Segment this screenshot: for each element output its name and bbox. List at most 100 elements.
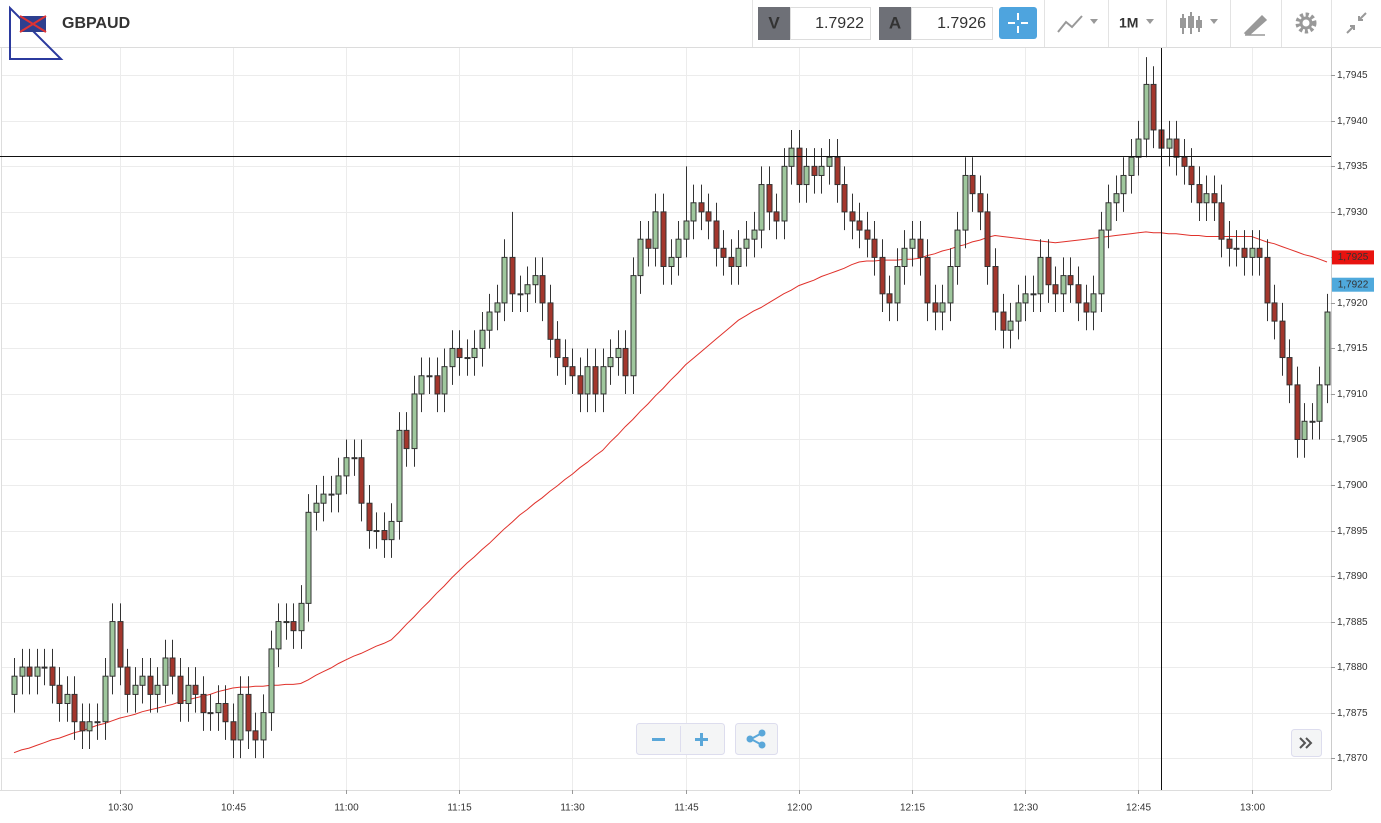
candle-body <box>811 165 818 176</box>
y-tick-label: 1,7945 <box>1337 70 1368 81</box>
candle-body <box>418 375 425 395</box>
candle-body <box>411 393 418 450</box>
zoom-in[interactable] <box>695 733 708 746</box>
x-tick-label: 11:30 <box>560 803 585 814</box>
candle-body <box>743 238 750 249</box>
y-tick-label: 1,7875 <box>1337 708 1368 719</box>
candle-body <box>343 457 350 477</box>
candle-body <box>826 156 833 167</box>
candle-body <box>494 302 501 313</box>
x-tick-label: 10:30 <box>108 803 133 814</box>
flag-cross <box>19 15 47 33</box>
candle-body <box>275 621 282 650</box>
candle-body <box>1090 293 1097 313</box>
candle-body <box>237 693 244 741</box>
candle-body <box>615 347 622 359</box>
price-marker-label: 1,7925 <box>1338 252 1369 263</box>
draw-icon[interactable] <box>1243 14 1268 36</box>
ask-box[interactable] <box>911 7 993 40</box>
candle-body <box>1211 193 1218 204</box>
candle-body <box>102 675 109 723</box>
y-tick-label: 1,7940 <box>1337 116 1368 127</box>
scroll-end-button[interactable] <box>1291 729 1322 757</box>
candle-body <box>1188 165 1195 186</box>
candle-body <box>577 375 584 395</box>
bid-box[interactable] <box>790 7 871 40</box>
y-tick-label: 1,7915 <box>1337 343 1368 354</box>
x-tick-label: 11:45 <box>674 803 699 814</box>
ask-label-box[interactable] <box>879 7 911 40</box>
candle-body <box>177 675 184 705</box>
candle-body <box>49 666 56 686</box>
candle-body <box>335 475 342 495</box>
settings-icon[interactable] <box>1295 12 1317 34</box>
price-marker <box>1332 250 1374 265</box>
candle-body <box>192 684 199 695</box>
candle-body <box>64 693 71 705</box>
collapse-icon[interactable] <box>1346 12 1367 34</box>
candle-body <box>1098 229 1105 295</box>
candle-body <box>305 511 312 604</box>
candle-body <box>1196 184 1203 204</box>
x-tick-label: 10:45 <box>221 803 246 814</box>
symbol: GBPAUD <box>62 15 130 32</box>
candle-body <box>547 302 554 340</box>
candle-body <box>856 220 863 231</box>
candle-body <box>751 229 758 240</box>
candle-body <box>403 429 410 450</box>
y-tick-label: 1,7905 <box>1337 434 1368 445</box>
candle-body <box>109 621 116 677</box>
candle-body <box>245 693 252 732</box>
candle-body <box>954 229 961 268</box>
zoom-controls <box>636 723 1322 757</box>
candle-body <box>818 165 825 176</box>
candle-body <box>139 675 146 686</box>
candles-icon-body <box>1188 16 1194 28</box>
crosshair-button[interactable] <box>999 7 1037 39</box>
candle-body <box>735 247 742 268</box>
bid-label-box[interactable] <box>758 7 790 40</box>
candle-body <box>773 211 780 222</box>
candle-body <box>607 357 614 368</box>
share-button[interactable] <box>735 723 778 755</box>
x-tick-label: 11:00 <box>334 803 359 814</box>
candle-body <box>962 174 969 231</box>
candle-body <box>901 247 908 268</box>
candle-body <box>592 366 599 395</box>
period[interactable]: 1M <box>1119 15 1138 31</box>
candle-body <box>366 502 373 532</box>
y-tick-label: 1,7900 <box>1337 480 1368 491</box>
candle-body <box>622 347 629 377</box>
candles-icon-body <box>1196 20 1202 28</box>
candle-body <box>456 347 463 359</box>
candle-body <box>1271 302 1278 322</box>
candle-body <box>569 366 576 377</box>
share-dot <box>758 729 766 737</box>
x-tick-label: 12:15 <box>900 803 925 814</box>
x-tick-label: 13:00 <box>1240 803 1265 814</box>
candle-body <box>1135 138 1142 158</box>
candle-body <box>1309 420 1316 423</box>
candle-body <box>1181 156 1188 167</box>
candle-body <box>71 693 78 723</box>
candle-body <box>562 357 569 368</box>
candle-body <box>969 174 976 195</box>
toolbar-bg <box>0 0 1381 47</box>
candle-body <box>600 366 607 395</box>
candle-body <box>1241 247 1248 258</box>
candle-body <box>154 684 161 695</box>
price-marker-label: 1,7922 <box>1338 279 1369 290</box>
candle-body <box>909 238 916 249</box>
candle-body <box>283 621 290 624</box>
candle-body <box>19 666 26 677</box>
candle-body <box>1249 247 1256 258</box>
candle-body <box>56 684 63 705</box>
candle-body <box>1264 256 1271 304</box>
chart-type-icon[interactable] <box>1057 15 1083 33</box>
candle-body <box>373 530 380 533</box>
dropdown-arrow <box>1146 19 1154 24</box>
candle-body <box>690 202 697 222</box>
logo-triangle <box>9 5 64 60</box>
y-tick-label: 1,7885 <box>1337 617 1368 628</box>
